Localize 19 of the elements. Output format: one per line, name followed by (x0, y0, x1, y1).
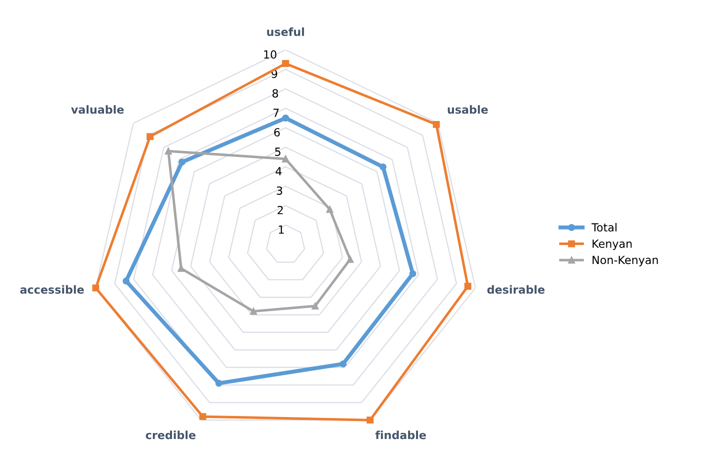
y-tick-label: 10 (264, 50, 276, 59)
y-tick-label: 6 (274, 128, 280, 136)
legend-label: Total (592, 222, 616, 232)
spoke-label: credible (146, 430, 196, 440)
legend-label: Non-Kenyan (592, 256, 658, 266)
spoke-label: valuable (71, 105, 124, 114)
y-tick-label: 4 (276, 167, 282, 176)
y-tick-label: 2 (278, 206, 283, 214)
spoke-label: usable (448, 105, 488, 114)
y-tick-label: 5 (275, 148, 280, 156)
spoke-label: useful (267, 27, 304, 36)
spoke-label: findable (375, 430, 426, 440)
legend-label: Kenyan (592, 240, 632, 250)
spoke-label: accessible (20, 285, 84, 294)
y-tick-label: 8 (272, 89, 278, 98)
spoke-label: desirable (487, 285, 544, 294)
y-tick-label: 3 (276, 186, 282, 195)
y-tick-label: 1 (278, 226, 284, 234)
y-tick-label: 7 (273, 108, 279, 117)
